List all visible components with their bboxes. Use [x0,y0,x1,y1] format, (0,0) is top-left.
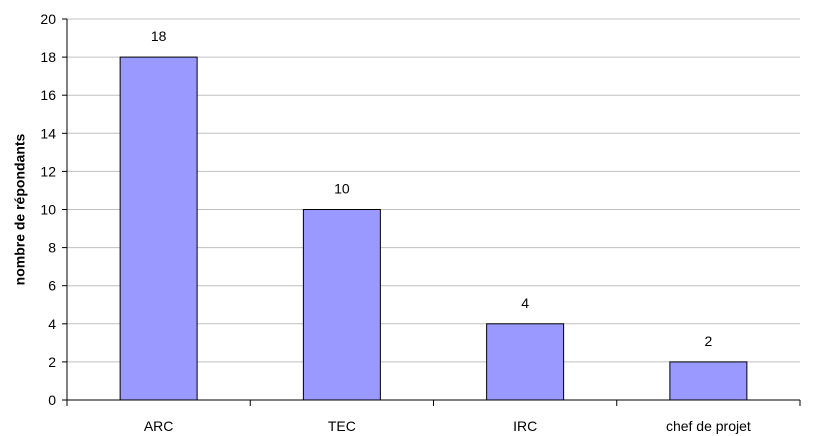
bar [302,209,381,401]
y-tick-label: 10 [40,202,56,218]
x-tick-label: chef de projet [666,418,751,434]
x-tick-label: IRC [513,418,537,434]
bar [119,56,198,401]
bar-data-label: 10 [334,181,350,197]
y-tick-label: 14 [40,125,56,141]
y-tick-label: 20 [40,11,56,27]
bar-data-label: 18 [151,28,167,44]
y-tick-label: 0 [48,392,56,408]
y-tick-label: 4 [48,316,56,332]
y-tick-label: 12 [40,163,56,179]
bar [669,361,748,401]
bar-data-label: 4 [521,295,529,311]
y-tick-label: 6 [48,278,56,294]
y-axis-title: nombre de répondants [12,133,28,285]
y-tick-label: 18 [40,49,56,65]
axes [62,18,801,406]
labels: 0 2 4 6 8 10 12 14 16 18 20 18 ARC 10 TEC 4 IRC 2 chef de … [40,11,750,434]
x-tick-label: ARC [144,418,174,434]
y-tick-label: 2 [48,354,56,370]
bars [119,56,748,401]
y-tick-label: 8 [48,240,56,256]
bar [486,323,565,401]
x-tick-label: TEC [328,418,356,434]
y-tick-label: 16 [40,87,56,103]
bar-data-label: 2 [704,333,712,349]
